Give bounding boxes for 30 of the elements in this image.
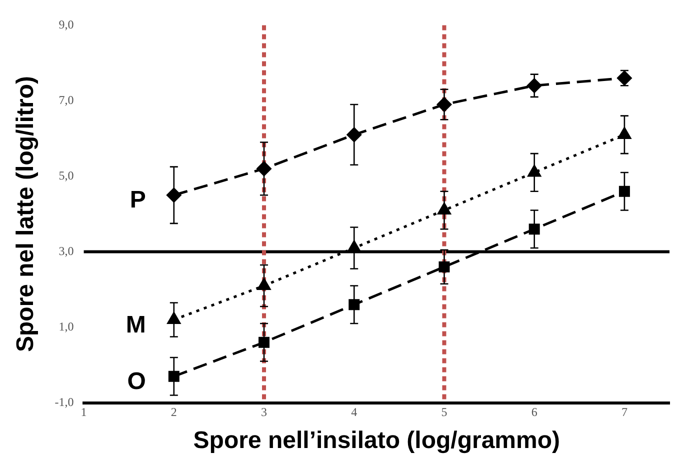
point bbox=[438, 261, 450, 272]
series-label: P bbox=[130, 186, 146, 214]
point bbox=[618, 127, 631, 139]
x-tick-label: 3 bbox=[261, 405, 268, 420]
x-tick-label: 6 bbox=[531, 405, 538, 420]
x-tick-label: 4 bbox=[351, 405, 358, 420]
point bbox=[258, 278, 270, 290]
point bbox=[618, 186, 630, 197]
point bbox=[166, 188, 182, 202]
x-tick-label: 1 bbox=[80, 405, 87, 420]
y-tick-label: -1,0 bbox=[54, 394, 74, 409]
y-tick-label: 9,0 bbox=[58, 17, 74, 32]
y-tick-label: 1,0 bbox=[58, 319, 74, 334]
y-tick-label: 3,0 bbox=[58, 244, 74, 258]
y-axis-title: Spore nel latte (log/litro) bbox=[12, 76, 40, 352]
point bbox=[256, 161, 272, 176]
x-tick-label: 5 bbox=[441, 405, 448, 420]
x-axis-title: Spore nell’insilato (log/grammo) bbox=[193, 427, 560, 454]
point bbox=[167, 312, 180, 324]
y-tick-label: 5,0 bbox=[58, 168, 74, 182]
point bbox=[258, 336, 270, 348]
series-label: O bbox=[127, 368, 146, 395]
point bbox=[528, 224, 540, 235]
y-tick-label: 7,0 bbox=[58, 92, 74, 107]
point bbox=[348, 299, 360, 310]
x-tick-label: 7 bbox=[621, 405, 628, 420]
series-label: M bbox=[126, 311, 146, 338]
point bbox=[617, 70, 632, 86]
point bbox=[168, 370, 180, 382]
x-tick-label: 2 bbox=[170, 405, 177, 420]
